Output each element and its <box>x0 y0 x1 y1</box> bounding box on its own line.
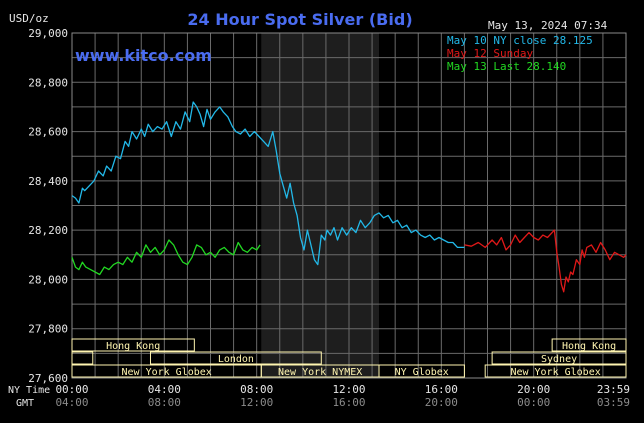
unit-label: USD/oz <box>9 12 49 25</box>
y-tick-label: 27,800 <box>28 323 68 336</box>
series-line-3 <box>71 239 261 276</box>
legend-entry: May 12 Sunday <box>447 47 533 60</box>
session-label: London <box>218 354 254 365</box>
x-tick-label-gmt: 03:59 <box>597 396 630 409</box>
grid-layer <box>71 32 627 379</box>
session-bar <box>378 364 465 378</box>
y-tick-label: 28,600 <box>28 126 68 139</box>
ny-time-row-label: NY Time <box>8 385 50 396</box>
x-tick-label-ny: 23:59 <box>597 383 630 396</box>
session-label: Hong Kong <box>562 341 616 352</box>
session-bar <box>149 351 322 365</box>
y-tick-label: 28,400 <box>28 175 68 188</box>
plot-border <box>71 32 627 379</box>
x-tick-label-ny: 16:00 <box>425 383 458 396</box>
gmt-row-label: GMT <box>16 398 34 409</box>
x-tick-label-gmt: 04:00 <box>55 396 88 409</box>
x-tick-label-gmt: 20:00 <box>425 396 458 409</box>
chart-title: 24 Hour Spot Silver (Bid) <box>187 10 412 29</box>
session-bars-layer: Hong Kong London New York Globex New York N… <box>71 338 627 378</box>
x-tick-label-gmt: 16:00 <box>332 396 365 409</box>
session-bar <box>484 364 627 378</box>
x-tick-label-gmt: 00:00 <box>517 396 550 409</box>
x-tick-label-ny: 04:00 <box>148 383 181 396</box>
session-label: New York Globex <box>510 367 600 378</box>
legend-entry: May 10 NY close 28.125 <box>447 34 593 47</box>
session-label: NY Globex <box>395 367 449 378</box>
legend-entry: May 13 Last 28.140 <box>447 60 566 73</box>
timestamp: May 13, 2024 07:34 <box>488 19 608 32</box>
y-tick-label: 29,000 <box>28 27 68 40</box>
y-tick-label: 28,000 <box>28 273 68 286</box>
y-tick-label: 27,600 <box>28 372 68 385</box>
watermark: www.kitco.com <box>75 46 212 65</box>
x-tick-label-gmt: 08:00 <box>148 396 181 409</box>
x-tick-label-ny: 08:00 <box>240 383 273 396</box>
series-line-2 <box>464 229 627 293</box>
session-bar <box>491 351 627 365</box>
session-bar-stub <box>71 351 94 365</box>
y-tick-label: 28,200 <box>28 224 68 237</box>
session-label: New York Globex <box>121 367 211 378</box>
series-line-1 <box>71 101 465 266</box>
session-label: Sydney <box>541 354 577 365</box>
x-tick-label-gmt: 12:00 <box>240 396 273 409</box>
axes-layer: 29,000 28,800 28,600 28,400 28,200 28,000 27,8… <box>28 27 630 409</box>
session-bar <box>71 338 195 352</box>
x-tick-label-ny: 12:00 <box>332 383 365 396</box>
y-tick-label: 28,800 <box>28 76 68 89</box>
session-label: New York NYMEX <box>278 367 362 378</box>
x-tick-label-ny: 00:00 <box>55 383 88 396</box>
session-label: Hong Kong <box>106 341 160 352</box>
x-tick-label-ny: 20:00 <box>517 383 550 396</box>
session-bar <box>551 338 627 352</box>
series-layer <box>71 101 627 293</box>
